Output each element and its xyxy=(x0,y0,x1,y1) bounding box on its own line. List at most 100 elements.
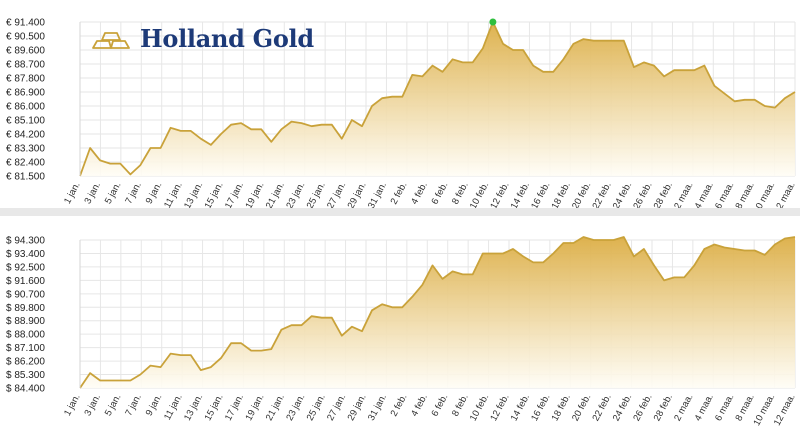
data-point[interactable] xyxy=(158,146,163,151)
data-point[interactable] xyxy=(269,347,274,352)
data-point[interactable] xyxy=(198,136,203,141)
data-point[interactable] xyxy=(259,127,264,132)
data-point[interactable] xyxy=(440,69,445,74)
peak-marker[interactable] xyxy=(489,18,497,26)
data-point[interactable] xyxy=(88,146,93,151)
data-point[interactable] xyxy=(420,74,425,79)
data-point[interactable] xyxy=(521,254,526,259)
data-point[interactable] xyxy=(541,69,546,74)
data-point[interactable] xyxy=(219,132,224,137)
data-point[interactable] xyxy=(380,302,385,307)
data-point[interactable] xyxy=(511,48,516,53)
data-point[interactable] xyxy=(319,315,324,320)
data-point[interactable] xyxy=(762,252,767,257)
data-point[interactable] xyxy=(148,146,153,151)
data-point[interactable] xyxy=(88,371,93,376)
data-point[interactable] xyxy=(229,122,234,127)
data-point[interactable] xyxy=(188,128,193,133)
data-point[interactable] xyxy=(118,161,123,166)
data-point[interactable] xyxy=(561,241,566,246)
data-point[interactable] xyxy=(672,68,677,73)
data-point[interactable] xyxy=(289,323,294,328)
data-point[interactable] xyxy=(722,91,727,96)
data-point[interactable] xyxy=(450,57,455,62)
data-point[interactable] xyxy=(662,278,667,283)
data-point[interactable] xyxy=(380,96,385,101)
data-point[interactable] xyxy=(128,378,133,383)
data-point[interactable] xyxy=(309,314,314,319)
data-point[interactable] xyxy=(460,60,465,65)
data-point[interactable] xyxy=(732,247,737,252)
data-point[interactable] xyxy=(128,172,133,177)
data-point[interactable] xyxy=(641,60,646,65)
data-point[interactable] xyxy=(148,363,153,368)
data-point[interactable] xyxy=(349,118,354,123)
data-point[interactable] xyxy=(430,63,435,68)
data-point[interactable] xyxy=(229,341,234,346)
data-point[interactable] xyxy=(772,105,777,110)
data-point[interactable] xyxy=(319,122,324,127)
data-point[interactable] xyxy=(742,248,747,253)
data-point[interactable] xyxy=(98,158,103,163)
data-point[interactable] xyxy=(480,46,485,51)
data-point[interactable] xyxy=(682,275,687,280)
data-point[interactable] xyxy=(279,127,284,132)
data-point[interactable] xyxy=(470,272,475,277)
data-point[interactable] xyxy=(178,128,183,133)
data-point[interactable] xyxy=(682,68,687,73)
data-point[interactable] xyxy=(370,308,375,313)
data-point[interactable] xyxy=(571,41,576,46)
data-point[interactable] xyxy=(289,119,294,124)
data-point[interactable] xyxy=(652,263,657,268)
data-point[interactable] xyxy=(601,38,606,43)
data-point[interactable] xyxy=(410,294,415,299)
data-point[interactable] xyxy=(581,37,586,42)
data-point[interactable] xyxy=(712,83,717,88)
data-point[interactable] xyxy=(601,238,606,243)
data-point[interactable] xyxy=(591,238,596,243)
data-point[interactable] xyxy=(782,236,787,241)
data-point[interactable] xyxy=(531,63,536,68)
data-point[interactable] xyxy=(219,356,224,361)
data-point[interactable] xyxy=(410,72,415,77)
data-point[interactable] xyxy=(339,333,344,338)
data-point[interactable] xyxy=(722,245,727,250)
data-point[interactable] xyxy=(178,353,183,358)
data-point[interactable] xyxy=(561,57,566,62)
data-point[interactable] xyxy=(349,324,354,329)
data-point[interactable] xyxy=(662,74,667,79)
data-point[interactable] xyxy=(470,60,475,65)
data-point[interactable] xyxy=(329,315,334,320)
data-point[interactable] xyxy=(460,272,465,277)
data-point[interactable] xyxy=(621,235,626,240)
data-point[interactable] xyxy=(329,122,334,127)
data-point[interactable] xyxy=(551,251,556,256)
data-point[interactable] xyxy=(732,99,737,104)
data-point[interactable] xyxy=(188,353,193,358)
data-point[interactable] xyxy=(430,263,435,268)
data-point[interactable] xyxy=(631,254,636,259)
data-point[interactable] xyxy=(360,329,365,334)
data-point[interactable] xyxy=(208,365,213,370)
data-point[interactable] xyxy=(762,104,767,109)
data-point[interactable] xyxy=(541,260,546,265)
data-point[interactable] xyxy=(772,242,777,247)
data-point[interactable] xyxy=(742,97,747,102)
data-point[interactable] xyxy=(702,247,707,252)
data-point[interactable] xyxy=(752,248,757,253)
data-point[interactable] xyxy=(652,63,657,68)
data-point[interactable] xyxy=(400,94,405,99)
data-point[interactable] xyxy=(440,276,445,281)
data-point[interactable] xyxy=(611,238,616,243)
data-point[interactable] xyxy=(239,341,244,346)
data-point[interactable] xyxy=(692,68,697,73)
data-point[interactable] xyxy=(249,348,254,353)
data-point[interactable] xyxy=(793,90,798,95)
data-point[interactable] xyxy=(108,161,113,166)
data-point[interactable] xyxy=(168,351,173,356)
data-point[interactable] xyxy=(521,48,526,53)
data-point[interactable] xyxy=(208,142,213,147)
data-point[interactable] xyxy=(360,124,365,129)
data-point[interactable] xyxy=(339,136,344,141)
data-point[interactable] xyxy=(531,260,536,265)
